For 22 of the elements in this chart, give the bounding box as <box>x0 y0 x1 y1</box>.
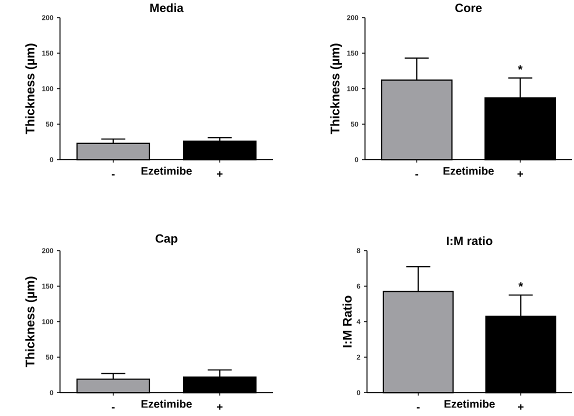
y-axis-title: Thickness (µm) <box>25 44 37 134</box>
y-axis-title: I:M Ratio <box>342 296 352 348</box>
chart-title: Media <box>150 4 184 12</box>
chart-title: Cap <box>156 234 178 246</box>
x-tick-label: + <box>216 171 223 177</box>
x-axis-title: Ezetimibe <box>444 166 494 175</box>
annotation: * <box>518 65 523 70</box>
y-axis-title: Thickness (µm) <box>330 44 342 134</box>
x-tick-label: - <box>112 174 115 176</box>
x-tick-label: - <box>415 174 418 176</box>
annotation: * <box>518 282 524 287</box>
x-tick-label: - <box>416 407 420 409</box>
chart-title: Core <box>455 4 482 12</box>
x-tick-label: - <box>112 407 115 409</box>
chart-title: I:M ratio <box>446 236 492 246</box>
x-axis-title: Ezetimibe <box>142 400 192 408</box>
x-tick-label: + <box>216 404 223 410</box>
x-axis-title: Ezetimibe <box>142 166 192 175</box>
y-axis-title: Thickness (µm) <box>25 276 37 368</box>
x-axis-title: Ezetimibe <box>444 400 495 408</box>
x-tick-label: + <box>518 404 524 410</box>
x-tick-label: + <box>517 171 524 177</box>
